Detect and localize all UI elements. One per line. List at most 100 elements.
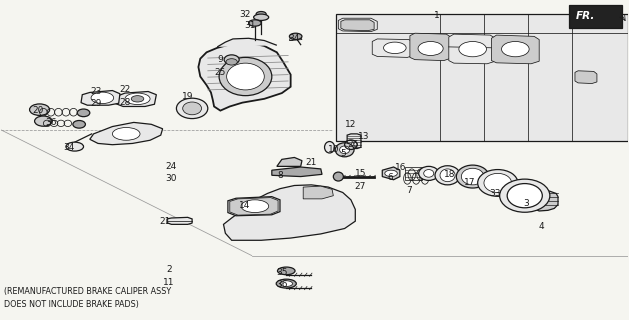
Polygon shape [230, 197, 278, 215]
Polygon shape [382, 167, 400, 180]
Ellipse shape [182, 102, 201, 115]
Polygon shape [303, 186, 333, 199]
Polygon shape [491, 35, 539, 64]
Polygon shape [277, 157, 302, 166]
Text: 16: 16 [396, 164, 407, 172]
Ellipse shape [424, 170, 434, 177]
Polygon shape [167, 217, 192, 224]
Ellipse shape [241, 200, 269, 212]
Ellipse shape [219, 57, 272, 96]
Text: 4: 4 [539, 222, 545, 231]
Text: 25: 25 [214, 68, 226, 77]
Polygon shape [449, 34, 495, 64]
Ellipse shape [77, 109, 90, 117]
Text: 36: 36 [45, 118, 57, 127]
Ellipse shape [276, 279, 296, 288]
Ellipse shape [73, 121, 86, 128]
Text: 30: 30 [165, 174, 177, 183]
Text: 34: 34 [289, 34, 300, 43]
Ellipse shape [457, 165, 489, 188]
Polygon shape [410, 33, 452, 60]
Ellipse shape [418, 42, 443, 55]
Text: 26: 26 [348, 140, 359, 149]
Polygon shape [289, 36, 302, 41]
Text: 8: 8 [277, 172, 283, 180]
Ellipse shape [280, 281, 292, 286]
Text: 23: 23 [91, 87, 102, 96]
Polygon shape [341, 20, 374, 31]
Polygon shape [217, 38, 277, 47]
Ellipse shape [459, 42, 486, 57]
Polygon shape [347, 134, 361, 148]
Ellipse shape [335, 143, 354, 157]
Ellipse shape [333, 172, 343, 181]
Text: 19: 19 [182, 92, 194, 101]
Ellipse shape [113, 127, 140, 140]
Ellipse shape [226, 59, 237, 65]
Text: 29: 29 [91, 99, 102, 108]
Text: 10: 10 [328, 145, 339, 154]
Text: 27: 27 [355, 182, 366, 191]
Polygon shape [526, 190, 558, 211]
Polygon shape [338, 18, 377, 32]
Ellipse shape [277, 267, 295, 275]
Ellipse shape [325, 141, 335, 153]
Ellipse shape [66, 142, 84, 151]
Polygon shape [228, 197, 280, 216]
Ellipse shape [384, 42, 406, 53]
Text: 34: 34 [63, 143, 74, 152]
Ellipse shape [440, 169, 455, 182]
Ellipse shape [226, 63, 264, 90]
Ellipse shape [125, 93, 150, 105]
Text: 12: 12 [345, 120, 357, 129]
Ellipse shape [385, 170, 398, 177]
Ellipse shape [501, 42, 529, 57]
Polygon shape [198, 43, 291, 111]
Ellipse shape [484, 173, 511, 193]
Text: 24: 24 [166, 162, 177, 171]
Ellipse shape [256, 12, 266, 17]
Text: 6: 6 [387, 173, 392, 182]
Ellipse shape [253, 14, 269, 20]
Text: 1: 1 [434, 11, 440, 20]
Polygon shape [115, 92, 157, 107]
Text: 7: 7 [406, 186, 411, 195]
Ellipse shape [499, 179, 550, 212]
Text: 21: 21 [306, 158, 317, 167]
Ellipse shape [435, 166, 460, 185]
Polygon shape [575, 71, 597, 84]
Ellipse shape [35, 116, 52, 126]
Text: 9: 9 [218, 55, 223, 64]
Text: 11: 11 [163, 278, 175, 287]
Text: 32: 32 [240, 10, 251, 19]
Polygon shape [223, 185, 355, 240]
Text: 18: 18 [443, 170, 455, 179]
Text: 14: 14 [238, 201, 250, 210]
Ellipse shape [30, 104, 50, 116]
Text: 5: 5 [340, 149, 345, 158]
Polygon shape [90, 123, 163, 145]
Text: 3: 3 [524, 198, 530, 207]
Text: 28: 28 [120, 98, 131, 107]
Ellipse shape [461, 168, 484, 185]
Text: 13: 13 [358, 132, 369, 140]
Text: DOES NOT INCLUDE BRAKE PADS): DOES NOT INCLUDE BRAKE PADS) [4, 300, 139, 308]
Text: 20: 20 [33, 106, 44, 115]
Polygon shape [81, 91, 120, 105]
Polygon shape [372, 39, 415, 57]
Text: 33: 33 [489, 189, 501, 198]
Ellipse shape [340, 146, 350, 154]
Ellipse shape [224, 55, 239, 64]
Ellipse shape [477, 170, 518, 196]
Polygon shape [272, 167, 322, 177]
Text: (REMANUFACTURED BRAKE CALIPER ASSY: (REMANUFACTURED BRAKE CALIPER ASSY [4, 287, 171, 296]
Ellipse shape [507, 184, 542, 208]
Polygon shape [337, 14, 628, 141]
Text: FR.: FR. [576, 11, 595, 21]
Text: 22: 22 [120, 85, 131, 94]
Ellipse shape [289, 33, 302, 40]
Text: 31: 31 [245, 21, 256, 30]
Text: 2: 2 [166, 265, 172, 275]
Text: 15: 15 [355, 169, 366, 178]
Text: 36: 36 [276, 280, 287, 289]
